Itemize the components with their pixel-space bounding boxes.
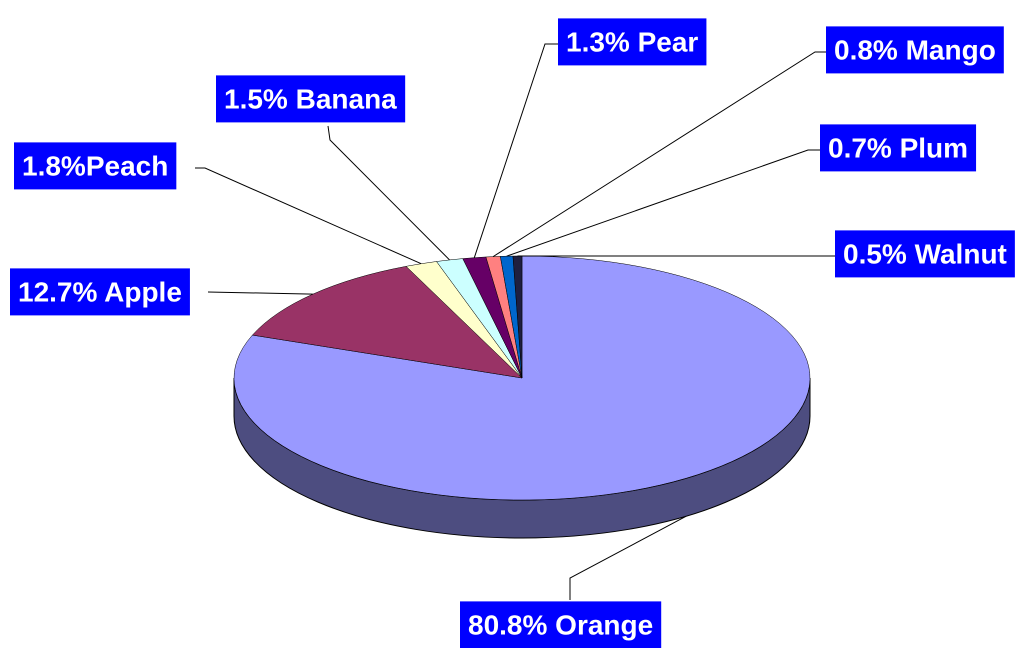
leader-line: [506, 149, 820, 257]
leader-line: [195, 167, 422, 265]
label-box: [14, 142, 177, 190]
slice: [251, 266, 523, 379]
data-label: 1.3% Pear: [566, 26, 698, 57]
data-label: 0.8% Mango: [834, 34, 996, 65]
label-box: [10, 268, 190, 316]
data-label: 1.5% Banana: [224, 83, 397, 114]
label-box: [826, 26, 1004, 74]
leader-line: [569, 515, 687, 600]
leader-line: [492, 51, 826, 258]
data-label: 1.8%Peach: [22, 150, 168, 181]
leader-line: [473, 43, 558, 258]
data-label: 12.7% Apple: [18, 276, 182, 307]
data-label: 80.8% Orange: [468, 609, 653, 640]
label-box: [835, 230, 1015, 278]
leader-line: [327, 125, 450, 261]
leader-line: [207, 291, 313, 295]
label-box: [820, 124, 977, 172]
label-box: [558, 18, 707, 66]
label-box: [460, 601, 662, 648]
data-label: 0.5% Walnut: [843, 238, 1007, 269]
label-box: [216, 75, 406, 123]
data-label: 0.7% Plum: [828, 132, 968, 163]
